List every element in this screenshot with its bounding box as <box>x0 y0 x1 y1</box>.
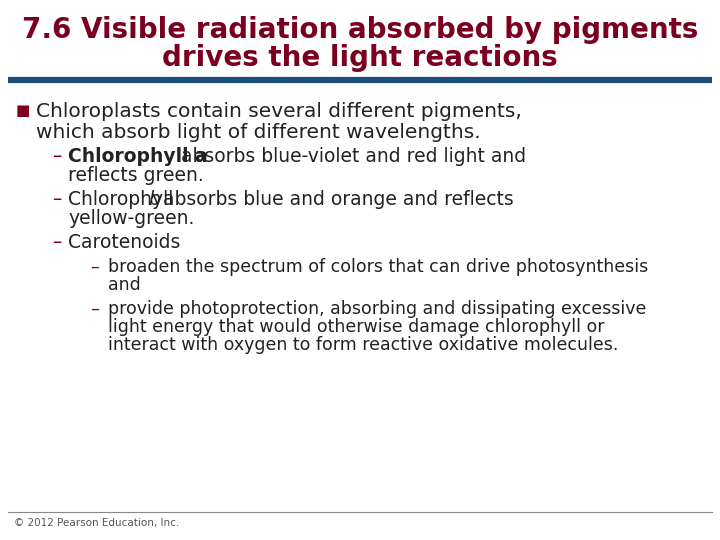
Text: broaden the spectrum of colors that can drive photosynthesis: broaden the spectrum of colors that can … <box>108 258 648 276</box>
Text: absorbs blue and orange and reflects: absorbs blue and orange and reflects <box>157 190 514 209</box>
Text: –: – <box>52 147 61 166</box>
Text: which absorb light of different wavelengths.: which absorb light of different waveleng… <box>36 123 481 142</box>
Text: Chloroplasts contain several different pigments,: Chloroplasts contain several different p… <box>36 102 522 121</box>
Text: © 2012 Pearson Education, Inc.: © 2012 Pearson Education, Inc. <box>14 518 179 528</box>
Text: b: b <box>148 190 160 209</box>
Text: Chlorophyll: Chlorophyll <box>68 190 179 209</box>
Text: yellow-green.: yellow-green. <box>68 209 194 228</box>
Text: reflects green.: reflects green. <box>68 166 204 185</box>
Text: Carotenoids: Carotenoids <box>68 233 181 252</box>
Text: drives the light reactions: drives the light reactions <box>162 44 558 72</box>
Text: interact with oxygen to form reactive oxidative molecules.: interact with oxygen to form reactive ox… <box>108 336 618 354</box>
Text: –: – <box>52 233 61 252</box>
Text: Chlorophyll a: Chlorophyll a <box>68 147 208 166</box>
Text: –: – <box>90 300 99 318</box>
Text: –: – <box>90 258 99 276</box>
Text: 7.6 Visible radiation absorbed by pigments: 7.6 Visible radiation absorbed by pigmen… <box>22 16 698 44</box>
Text: light energy that would otherwise damage chlorophyll or: light energy that would otherwise damage… <box>108 318 605 336</box>
Text: provide photoprotection, absorbing and dissipating excessive: provide photoprotection, absorbing and d… <box>108 300 647 318</box>
Text: absorbs blue-violet and red light and: absorbs blue-violet and red light and <box>175 147 526 166</box>
Text: ■: ■ <box>16 103 30 118</box>
Text: and: and <box>108 276 140 294</box>
Text: –: – <box>52 190 61 209</box>
